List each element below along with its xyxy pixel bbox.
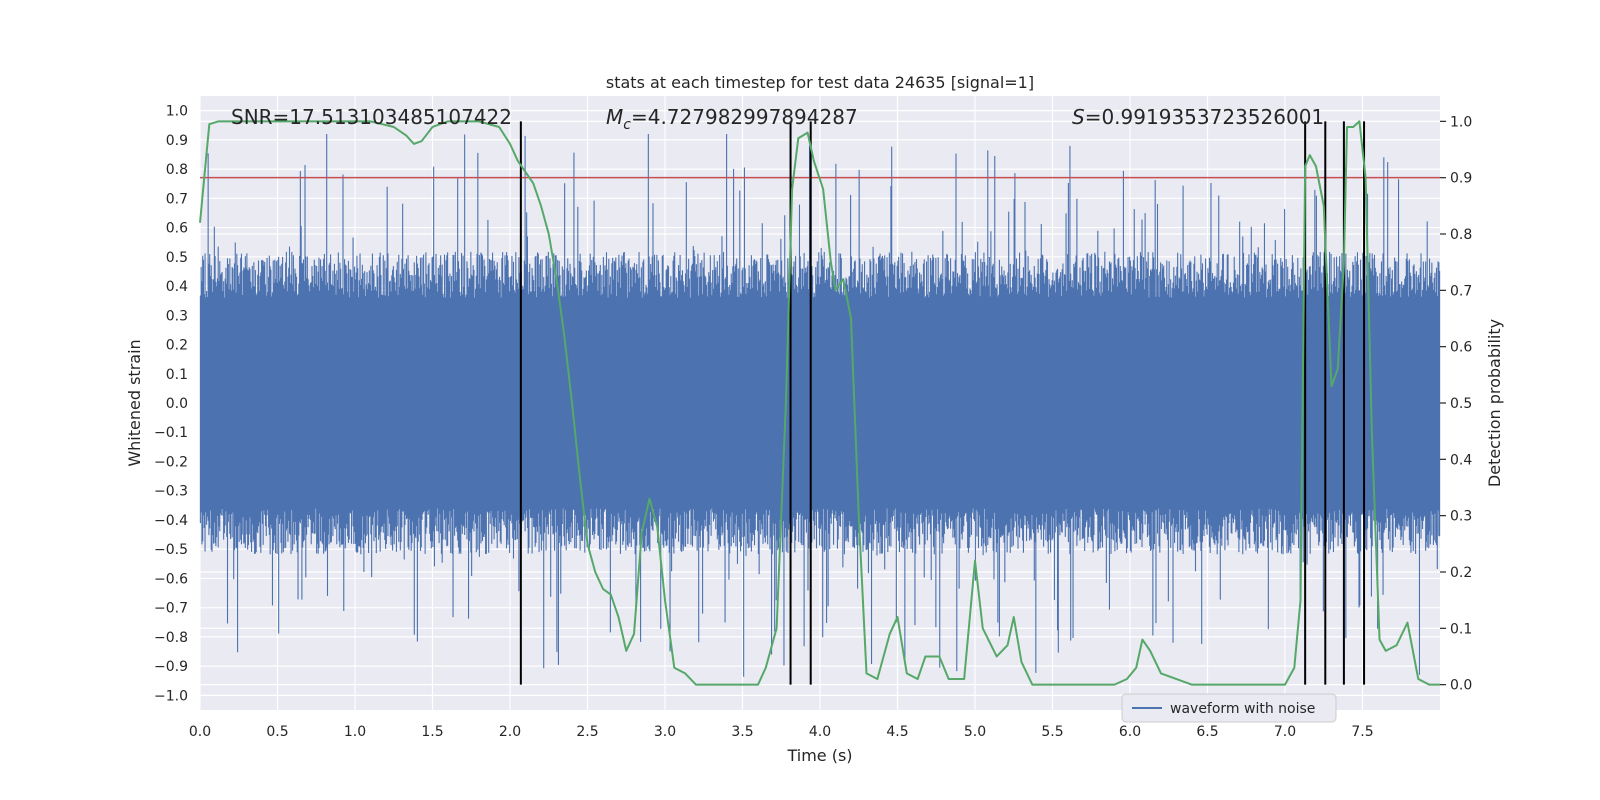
left-y-tick-label: 0.8 xyxy=(166,162,188,178)
left-y-tick-label: −0.3 xyxy=(154,484,188,500)
chirp-mass-value: =4.727982997894287 xyxy=(631,105,858,129)
chart-title: stats at each timestep for test data 246… xyxy=(606,73,1034,92)
x-tick-label: 5.5 xyxy=(1041,724,1063,740)
x-tick-label: 4.0 xyxy=(809,724,831,740)
x-tick-label: 3.0 xyxy=(654,724,676,740)
left-y-tick-label: 0.7 xyxy=(166,191,188,207)
left-y-tick-label: 0.3 xyxy=(166,308,188,324)
x-tick-label: 0.0 xyxy=(189,724,211,740)
left-y-tick-label: 0.1 xyxy=(166,367,188,383)
left-y-axis-ticks: −1.0 −0.9 −0.8 −0.7 −0.6 −0.5 −0.4 −0.3 −0.2 −0.1… xyxy=(154,104,188,705)
x-tick-label: 2.5 xyxy=(576,724,598,740)
legend: waveform with noise xyxy=(1121,693,1337,723)
right-y-tick-label: 0.1 xyxy=(1450,621,1472,637)
left-y-tick-label: 0.2 xyxy=(166,338,188,354)
x-tick-label: 1.0 xyxy=(344,724,366,740)
s-annotation: S=0.9919353723526001 xyxy=(1072,105,1324,129)
right-y-tick-label: 0.4 xyxy=(1450,452,1472,468)
left-y-tick-label: −1.0 xyxy=(154,688,188,704)
legend-label: waveform with noise xyxy=(1170,701,1315,717)
right-y-tick-label: 1.0 xyxy=(1450,114,1472,130)
x-tick-label: 2.0 xyxy=(499,724,521,740)
left-y-tick-label: 0.0 xyxy=(166,396,188,412)
chirp-mass-symbol: M xyxy=(606,105,623,129)
chirp-mass-subscript: c xyxy=(623,117,631,133)
x-tick-label: 3.5 xyxy=(731,724,753,740)
s-symbol: S xyxy=(1072,105,1085,129)
left-y-tick-label: −0.9 xyxy=(154,659,188,675)
right-y-tick-label: 0.8 xyxy=(1450,227,1472,243)
x-tick-label: 7.0 xyxy=(1274,724,1296,740)
right-y-tick-label: 0.2 xyxy=(1450,565,1472,581)
x-tick-label: 7.5 xyxy=(1351,724,1373,740)
right-y-tick-label: 0.9 xyxy=(1450,171,1472,187)
right-y-tick-label: 0.6 xyxy=(1450,340,1472,356)
x-tick-label: 4.5 xyxy=(886,724,908,740)
left-y-tick-label: 0.5 xyxy=(166,250,188,266)
left-y-tick-label: −0.4 xyxy=(154,513,188,529)
right-y-tick-label: 0.5 xyxy=(1450,396,1472,412)
detection-probability-line xyxy=(199,120,1440,686)
left-y-axis-label: Whitened strain xyxy=(125,339,144,466)
right-y-axis-ticks: 0.0 0.1 0.2 0.3 0.4 0.5 0.6 0.7 0.8 0.9 1.0 xyxy=(1440,114,1472,694)
x-tick-label: 0.5 xyxy=(266,724,288,740)
left-y-tick-label: 0.9 xyxy=(166,133,188,149)
left-y-tick-label: −0.2 xyxy=(154,454,188,470)
left-y-tick-label: 1.0 xyxy=(166,104,188,120)
chirp-mass-annotation: Mc=4.727982997894287 xyxy=(606,105,858,133)
left-y-tick-label: −0.7 xyxy=(154,601,188,617)
legend-box xyxy=(1121,693,1337,723)
x-tick-label: 6.0 xyxy=(1119,724,1141,740)
x-tick-label: 1.5 xyxy=(421,724,443,740)
x-tick-label: 5.0 xyxy=(964,724,986,740)
right-y-tick-label: 0.7 xyxy=(1450,283,1472,299)
left-y-tick-label: −0.8 xyxy=(154,630,188,646)
left-y-tick-label: −0.5 xyxy=(154,542,188,558)
x-axis-ticks: 0.0 0.5 1.0 1.5 2.0 2.5 3.0 3.5 4.0 4.5 5.0 5.5 6.0 6… xyxy=(189,724,1374,740)
left-y-tick-label: −0.6 xyxy=(154,571,188,587)
left-y-tick-label: 0.6 xyxy=(166,221,188,237)
right-y-tick-label: 0.0 xyxy=(1450,678,1472,694)
left-y-tick-label: 0.4 xyxy=(166,279,188,295)
right-y-axis-label: Detection probability xyxy=(1485,319,1504,487)
s-value: =0.9919353723526001 xyxy=(1085,105,1324,129)
right-y-tick-label: 0.3 xyxy=(1450,509,1472,525)
x-tick-label: 6.5 xyxy=(1196,724,1218,740)
left-y-tick-label: −0.1 xyxy=(154,425,188,441)
snr-annotation: SNR=17.513103485107422 xyxy=(231,105,512,129)
x-axis-label: Time (s) xyxy=(786,746,852,765)
